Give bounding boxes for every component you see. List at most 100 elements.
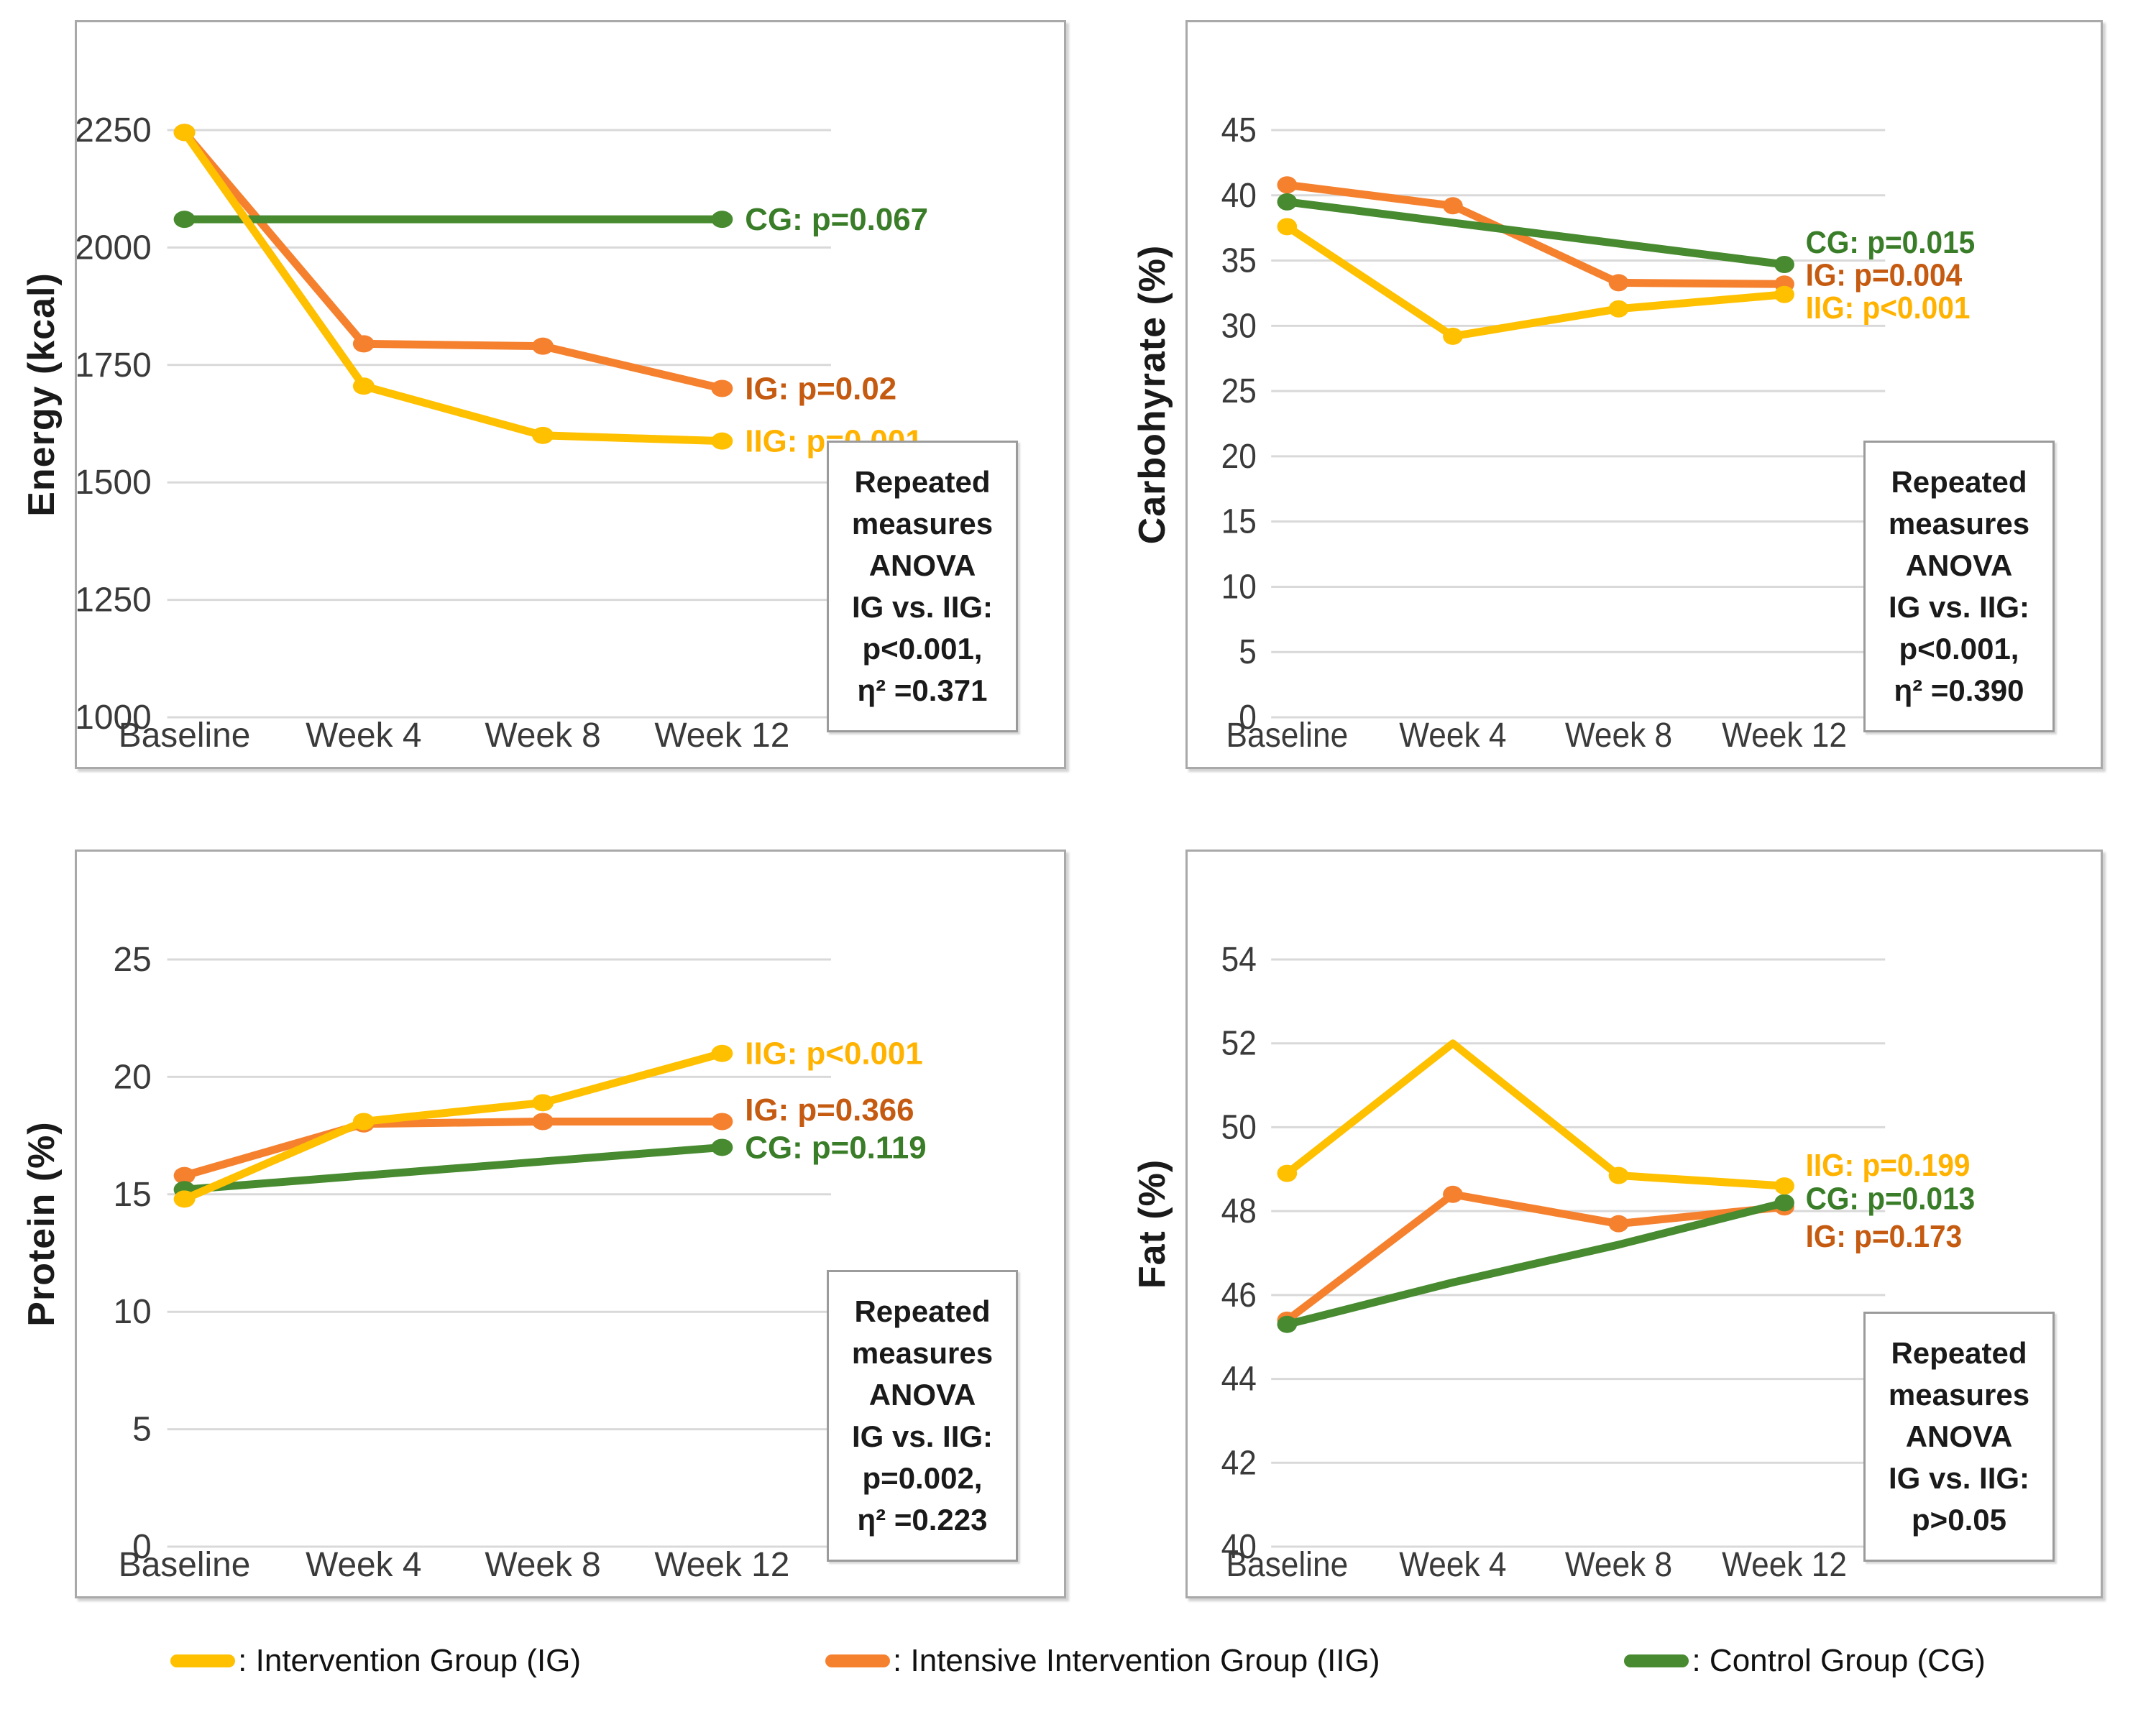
svg-text:46: 46: [1221, 1275, 1257, 1314]
data-point-CG-green: [1774, 1194, 1794, 1212]
figure-page: Energy (kcal) 1000 1250 1500 1750 2000 2250 Ba…: [0, 20, 2156, 1679]
series-IIG-yellow: [173, 124, 733, 450]
energy-quadrant: Energy (kcal) 1000 1250 1500 1750 2000 2250 Ba…: [0, 20, 1078, 769]
data-point-IG-orange: [1277, 176, 1298, 194]
data-point-IIG-yellow: [1774, 1177, 1794, 1195]
svg-text:0: 0: [132, 1528, 152, 1566]
svg-text:Week 4: Week 4: [306, 1546, 421, 1584]
svg-text:20: 20: [1221, 436, 1257, 475]
svg-text:1750: 1750: [77, 346, 152, 385]
series-IIG-yellow: [173, 1044, 733, 1208]
svg-text:52: 52: [1221, 1023, 1257, 1062]
x-tick-labels: Baseline Week 4 Week 8 Week 12: [1226, 715, 1847, 754]
svg-text:Week 4: Week 4: [1399, 715, 1506, 754]
svg-text:Week 12: Week 12: [1722, 1545, 1847, 1583]
fat-quadrant: Fat (%) 40 42 44 46 48 50 52 54 Baseline Week 4 We…: [1078, 850, 2156, 1598]
svg-text:Baseline: Baseline: [119, 1546, 251, 1584]
data-point-IG-orange: [173, 1166, 196, 1184]
p-value-label-CG-green: CG: p=0.013: [1806, 1181, 1976, 1216]
protein-plot: 0 5 10 15 20 25 Baseline Week 4 Week 8 Week 12 IG:…: [113, 941, 926, 1584]
energy-panel: 1000 1250 1500 1750 2000 2250 Baseline Week 4 We…: [75, 20, 1066, 769]
series-IG-orange: [1277, 176, 1794, 293]
data-point-CG-green: [711, 211, 733, 229]
data-point-IG-orange: [352, 335, 375, 353]
data-point-IIG-yellow: [1608, 1166, 1629, 1184]
protein-panel: 0 5 10 15 20 25 Baseline Week 4 Week 8 Week 12 IG:…: [75, 850, 1066, 1598]
data-point-IIG-yellow: [1277, 218, 1298, 236]
svg-text:5: 5: [1239, 632, 1257, 671]
svg-text:Week 12: Week 12: [654, 717, 789, 755]
data-point-CG-green: [1277, 193, 1298, 211]
data-point-IIG-yellow: [352, 377, 375, 395]
series-IIG-yellow: [1277, 1039, 1794, 1195]
orange-line-swatch: [825, 1654, 891, 1667]
svg-text:Baseline: Baseline: [1226, 715, 1348, 754]
anova-box-fat: Repeated measures ANOVA IG vs. IIG: p>0.…: [1863, 1312, 2055, 1562]
y-tick-labels: 0 5 10 15 20 25 30 35 40 45: [1221, 110, 1257, 736]
svg-text:45: 45: [1221, 110, 1257, 149]
svg-text:Baseline: Baseline: [1226, 1545, 1348, 1583]
svg-text:10: 10: [1221, 567, 1257, 606]
legend-label: : Control Group (CG): [1692, 1643, 1986, 1678]
data-point-IG-orange: [711, 379, 733, 397]
svg-text:35: 35: [1221, 241, 1257, 280]
data-point-IG-orange: [1608, 274, 1629, 292]
data-point-IIG-yellow: [1277, 1164, 1298, 1182]
data-point-CG-green: [1277, 1315, 1298, 1333]
p-value-label-CG-green: CG: p=0.067: [745, 202, 928, 237]
series-IIG-yellow: [1277, 218, 1794, 345]
x-tick-labels: Baseline Week 4 Week 8 Week 12: [119, 1546, 790, 1584]
series-IG-orange: [173, 124, 733, 397]
p-value-label-IG-orange: IG: p=0.173: [1806, 1219, 1963, 1254]
svg-text:Week 8: Week 8: [485, 1546, 600, 1584]
legend-item-iig: : Intensive Intervention Group (IIG): [825, 1643, 1380, 1679]
p-value-label-CG-green: CG: p=0.015: [1806, 225, 1976, 260]
svg-text:Week 12: Week 12: [654, 1546, 789, 1584]
series-CG-green: [1277, 193, 1794, 274]
svg-text:1250: 1250: [77, 581, 152, 620]
gridlines: [1271, 129, 1886, 719]
data-point-IG-orange: [532, 1113, 554, 1131]
legend-label: : Intervention Group (IG): [238, 1643, 582, 1678]
p-value-label-IIG-yellow: IIG: p<0.001: [745, 1036, 922, 1072]
svg-text:5: 5: [132, 1411, 152, 1449]
data-point-IIG-yellow: [173, 124, 196, 142]
data-point-IIG-yellow: [173, 1190, 196, 1208]
y-tick-labels: 40 42 44 46 48 50 52 54: [1221, 939, 1257, 1565]
data-point-IG-orange: [532, 337, 554, 355]
svg-text:48: 48: [1221, 1191, 1257, 1230]
svg-text:Week 8: Week 8: [1565, 1545, 1672, 1583]
svg-text:2000: 2000: [77, 229, 152, 267]
data-point-IG-orange: [1443, 197, 1463, 215]
data-point-IIG-yellow: [1443, 327, 1463, 345]
y-axis-title-text: Energy (kcal): [21, 272, 63, 517]
svg-text:0: 0: [1239, 697, 1257, 736]
data-point-IIG-yellow: [352, 1113, 375, 1131]
p-value-label-IG-orange: IG: p=0.366: [745, 1092, 914, 1128]
legend-item-cg: : Control Group (CG): [1624, 1643, 1986, 1679]
data-point-IIG-yellow: [711, 432, 733, 450]
svg-text:Baseline: Baseline: [119, 717, 251, 755]
svg-text:40: 40: [1221, 175, 1257, 214]
svg-text:25: 25: [113, 941, 151, 979]
svg-text:54: 54: [1221, 939, 1257, 978]
energy-y-axis-title: Energy (kcal): [9, 20, 75, 769]
svg-text:20: 20: [113, 1058, 151, 1096]
data-point-IIG-yellow: [1608, 300, 1629, 318]
gridlines: [167, 958, 831, 1548]
svg-text:Week 8: Week 8: [485, 717, 600, 755]
data-point-IIG-yellow: [1774, 285, 1794, 303]
legend: : Intervention Group (IG) : Intensive In…: [0, 1643, 2156, 1679]
svg-text:Week 8: Week 8: [1565, 715, 1672, 754]
data-point-IG-orange: [711, 1113, 733, 1131]
p-value-label-IG-orange: IG: p=0.02: [745, 371, 896, 406]
energy-plot: 1000 1250 1500 1750 2000 2250 Baseline Week 4 We…: [77, 111, 928, 755]
svg-text:44: 44: [1221, 1359, 1257, 1398]
y-axis-title-text: Fat (%): [1132, 1159, 1173, 1289]
svg-text:25: 25: [1221, 371, 1257, 410]
data-point-IG-orange: [1443, 1185, 1463, 1203]
carbohydrate-y-axis-title: Carbohyrate (%): [1119, 20, 1185, 769]
data-point-CG-green: [711, 1138, 733, 1156]
svg-text:10: 10: [113, 1293, 151, 1331]
fat-panel: 40 42 44 46 48 50 52 54 Baseline Week 4 Week 8 Week…: [1185, 850, 2103, 1598]
